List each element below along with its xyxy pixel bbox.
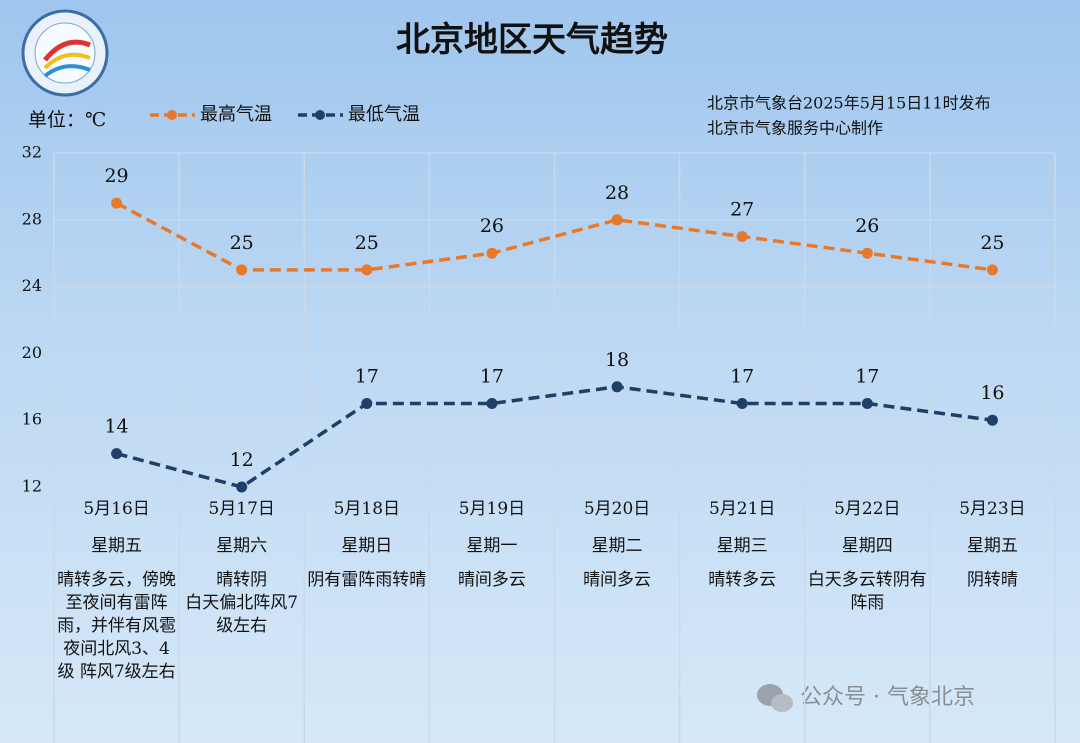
data-label: 26 (480, 215, 504, 237)
point (611, 214, 623, 226)
weather-text: 晴转多云 (708, 570, 777, 590)
weather-text: 夜间北风3、4级 阵风7级左右 (57, 639, 176, 682)
data-label: 17 (480, 366, 504, 388)
point (986, 414, 998, 426)
data-label: 29 (104, 165, 128, 187)
weekday-label: 星期一 (466, 536, 518, 556)
watermark: 公众号 · 气象北京 (800, 685, 975, 710)
legend-marker (167, 110, 177, 120)
date-label: 5月20日 (583, 499, 651, 519)
data-label: 25 (230, 232, 254, 254)
weather-text: 晴间多云 (583, 570, 652, 590)
weekday-label: 星期二 (591, 536, 643, 556)
weekday-label: 星期日 (341, 536, 393, 556)
series-line (115, 201, 993, 272)
legend-marker (315, 110, 325, 120)
data-label: 16 (980, 382, 1004, 404)
data-label: 14 (104, 416, 128, 438)
point (986, 264, 998, 276)
point (861, 398, 873, 409)
logo (21, 9, 109, 97)
data-label: 17 (855, 366, 879, 388)
weather-text: 晴间多云 (457, 570, 526, 590)
y-tick-label: 20 (22, 343, 42, 362)
date-label: 5月21日 (708, 499, 776, 519)
point (861, 247, 873, 259)
weekday-label: 星期六 (216, 536, 268, 556)
legend-label: 最低气温 (348, 104, 420, 125)
weather-text: 白天偏北阵风7级左右 (185, 593, 299, 636)
chart-title: 北京地区天气趋势 (396, 20, 668, 60)
weather-text: 阴转晴 (966, 570, 1018, 590)
point (736, 398, 748, 409)
weather-text: 白天多云转阴有阵雨 (807, 570, 927, 613)
data-label: 12 (230, 449, 254, 471)
point (486, 247, 498, 259)
watermark-icon (757, 684, 793, 712)
point (111, 448, 123, 460)
point (236, 481, 248, 493)
legend-label: 最高气温 (200, 104, 272, 125)
weather-text: 阴有雷阵雨转晴 (307, 570, 427, 590)
date-label: 5月22日 (834, 499, 901, 519)
weekday-label: 星期三 (716, 536, 768, 556)
weekday-label: 星期五 (966, 536, 1018, 556)
data-label: 25 (980, 232, 1004, 254)
issuer-line: 北京市气象台2025年5月15日11时发布 (707, 94, 991, 113)
weather-text: 晴转多云，傍晚至夜间有雷阵雨，并伴有风雹 (57, 570, 177, 636)
data-label: 26 (855, 215, 879, 237)
date-label: 5月19日 (458, 499, 526, 519)
y-tick-label: 28 (22, 209, 42, 228)
weekday-label: 星期四 (841, 536, 893, 556)
y-tick-label: 12 (22, 477, 42, 496)
point (111, 197, 123, 209)
date-label: 5月17日 (208, 499, 275, 519)
date-label: 5月16日 (83, 499, 150, 519)
data-label: 17 (730, 366, 754, 388)
data-label: 28 (605, 182, 629, 204)
point (736, 231, 748, 242)
point (486, 398, 498, 409)
unit-label: 单位：℃ (28, 109, 106, 131)
data-label: 18 (605, 349, 629, 371)
y-tick-label: 16 (22, 410, 42, 429)
weekday-label: 星期五 (91, 536, 143, 556)
point (236, 264, 248, 276)
data-label: 27 (730, 199, 754, 221)
date-label: 5月18日 (333, 499, 401, 519)
data-label: 25 (355, 232, 379, 254)
point (361, 264, 373, 276)
date-label: 5月23日 (959, 499, 1026, 519)
y-tick-label: 24 (22, 276, 42, 295)
data-label: 17 (355, 366, 379, 388)
y-tick-label: 32 (22, 143, 42, 162)
series-line (116, 385, 993, 489)
weather-text: 晴转阴 (216, 570, 268, 590)
issuer-line: 北京市气象服务中心制作 (707, 119, 883, 138)
point (361, 398, 373, 409)
point (611, 381, 623, 393)
